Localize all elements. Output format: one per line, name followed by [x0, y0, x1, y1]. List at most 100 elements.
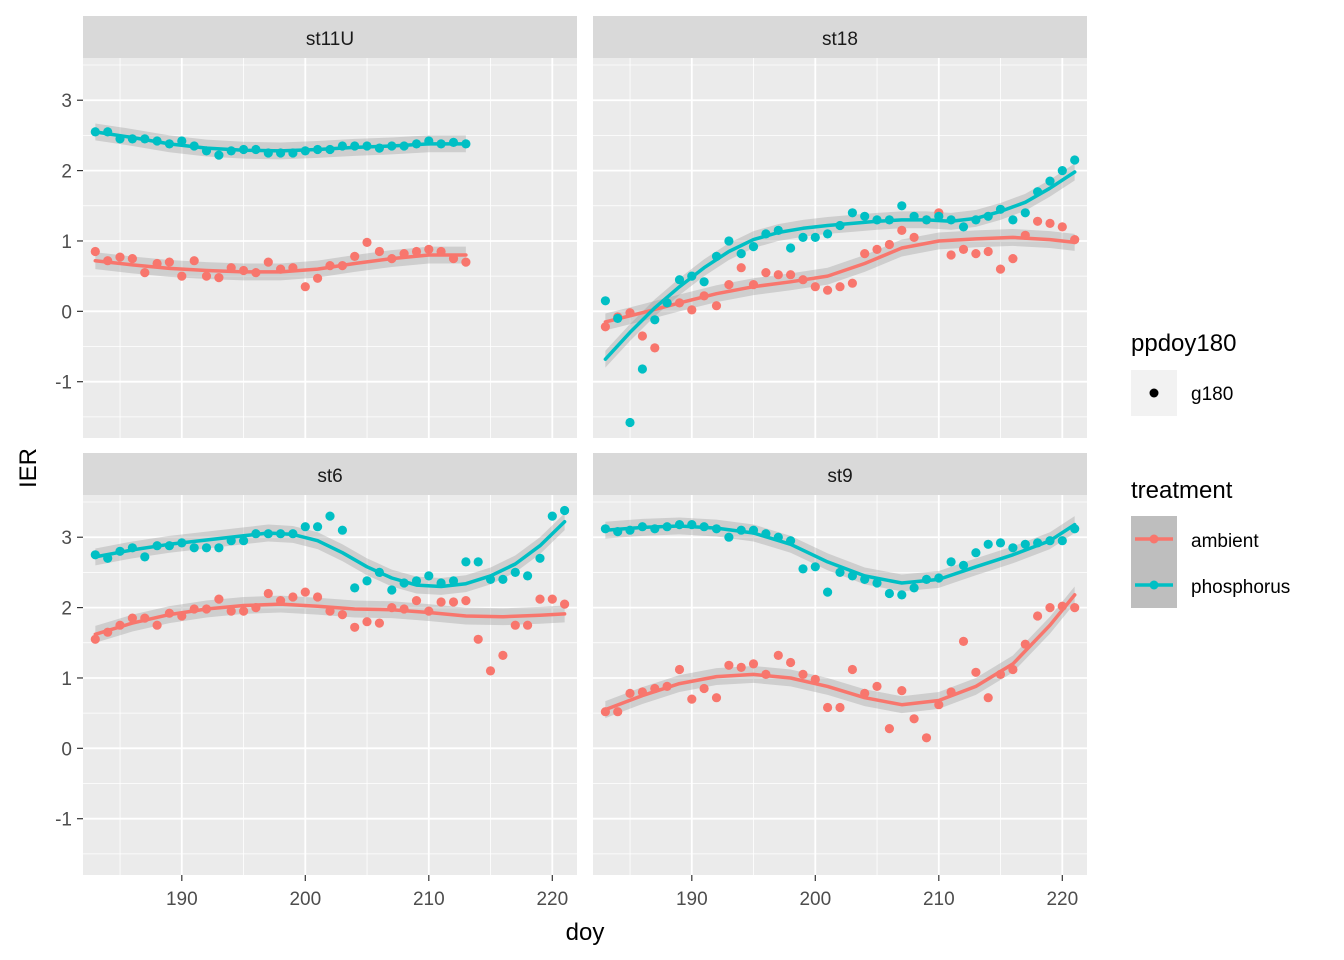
point-phosphorus [90, 127, 100, 137]
point-phosphorus [164, 139, 174, 149]
point-ambient [523, 620, 533, 630]
point-ambient [103, 256, 113, 266]
point-phosphorus [226, 146, 236, 156]
point-phosphorus [650, 315, 660, 325]
y-tick-label: -1 [55, 810, 72, 831]
legend-point-ambient [1149, 534, 1159, 544]
point-ambient [300, 587, 310, 597]
strip-st9 [593, 453, 1087, 495]
point-ambient [1008, 664, 1018, 675]
point-ambient [288, 263, 298, 273]
point-phosphorus [461, 557, 471, 567]
point-ambient [662, 681, 672, 692]
confidence-band-ambient [95, 246, 466, 281]
point-ambient [613, 707, 623, 717]
point-phosphorus [1070, 524, 1080, 534]
point-phosphorus [600, 296, 611, 306]
point-phosphorus [872, 578, 882, 588]
point-ambient [387, 254, 397, 264]
legend-color-title: treatment [1131, 477, 1233, 504]
point-phosphorus [325, 511, 335, 521]
point-phosphorus [860, 574, 870, 585]
point-ambient [251, 268, 261, 278]
point-phosphorus [637, 522, 648, 532]
point-phosphorus [971, 215, 981, 225]
point-ambient [115, 252, 125, 262]
point-ambient [847, 278, 858, 288]
point-ambient [1045, 603, 1055, 613]
point-phosphorus [313, 522, 323, 532]
y-axis-title: IER [15, 448, 42, 488]
point-phosphorus [300, 146, 310, 156]
point-ambient [872, 244, 882, 254]
legend-label-g180: g180 [1191, 384, 1233, 405]
point-phosphorus [798, 232, 808, 242]
point-ambient [1020, 639, 1030, 649]
point-ambient [810, 674, 820, 685]
point-phosphorus [724, 532, 734, 542]
point-ambient [773, 270, 783, 280]
x-tick-label: 220 [1046, 889, 1078, 910]
point-ambient [1070, 235, 1080, 245]
point-ambient [424, 244, 434, 254]
point-phosphorus [140, 134, 150, 144]
point-phosphorus [909, 211, 919, 221]
y-tick-label: 1 [61, 232, 72, 253]
point-ambient [350, 622, 360, 632]
point-phosphorus [773, 225, 783, 235]
point-phosphorus [461, 139, 471, 149]
point-ambient [115, 620, 125, 630]
point-ambient [810, 282, 820, 292]
point-ambient [152, 620, 162, 630]
point-ambient [288, 592, 298, 602]
legend-label-phosphorus: phosphorus [1191, 577, 1290, 598]
confidence-band-ambient [605, 586, 1075, 719]
point-phosphorus [1020, 208, 1030, 218]
point-ambient [399, 604, 409, 614]
point-phosphorus [387, 585, 397, 595]
point-ambient [1070, 603, 1080, 613]
point-ambient [761, 669, 771, 680]
point-ambient [239, 606, 249, 616]
point-phosphorus [325, 144, 335, 155]
point-ambient [90, 246, 100, 257]
point-ambient [152, 258, 162, 269]
point-phosphorus [711, 251, 722, 261]
point-phosphorus [436, 578, 446, 588]
point-phosphorus [214, 543, 224, 553]
point-ambient [387, 603, 397, 613]
point-phosphorus [473, 557, 483, 567]
point-ambient [461, 257, 471, 267]
point-ambient [337, 610, 347, 620]
point-ambient [847, 664, 858, 675]
point-phosphorus [1057, 536, 1067, 546]
point-phosphorus [625, 525, 635, 535]
point-phosphorus [748, 242, 759, 252]
y-tick-label: 0 [61, 739, 72, 760]
point-ambient [411, 596, 422, 606]
point-ambient [860, 249, 870, 259]
point-phosphorus [748, 525, 759, 535]
point-ambient [448, 254, 459, 264]
point-ambient [909, 232, 919, 242]
point-phosphorus [823, 587, 833, 597]
point-phosphorus [810, 562, 820, 572]
point-ambient [201, 271, 212, 281]
point-ambient [1045, 218, 1055, 228]
point-ambient [625, 688, 635, 699]
point-phosphorus [687, 271, 697, 281]
strip-label: st6 [317, 466, 342, 487]
point-phosphorus [958, 222, 969, 232]
point-phosphorus [884, 588, 895, 599]
point-ambient [535, 594, 545, 604]
point-ambient [971, 249, 981, 259]
point-phosphorus [699, 522, 709, 532]
point-phosphorus [909, 583, 919, 593]
strip-label: st11U [306, 29, 354, 50]
x-tick-label: 200 [289, 889, 321, 910]
confidence-band-phosphorus [95, 123, 466, 160]
point-ambient [313, 273, 323, 283]
point-phosphorus [946, 215, 956, 225]
point-ambient [436, 597, 446, 607]
